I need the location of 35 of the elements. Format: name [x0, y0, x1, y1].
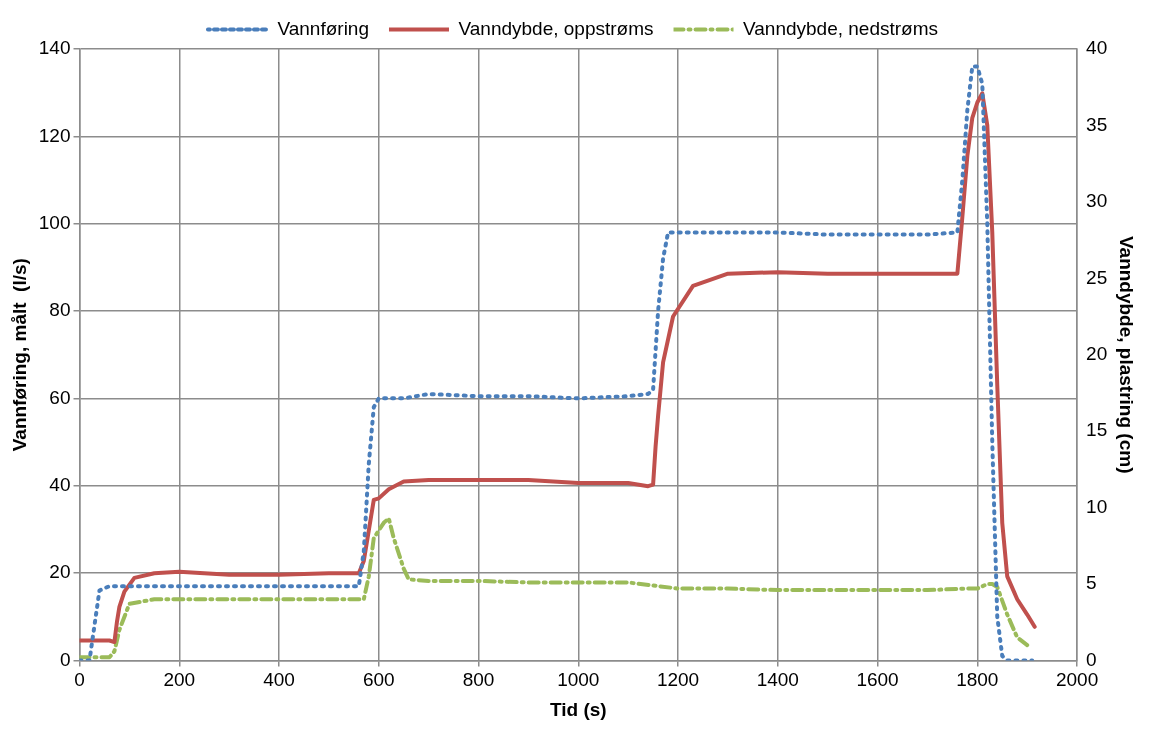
x-tick-label: 1400: [756, 669, 799, 691]
x-tick-label: 1000: [557, 669, 600, 691]
y2-tick-label: 0: [1086, 648, 1097, 670]
y-tick-label: 120: [38, 124, 71, 146]
y-tick-label: 140: [38, 37, 71, 59]
x-tick-label: 1800: [956, 669, 999, 691]
x-tick-label: 1600: [856, 669, 899, 691]
y-tick-label: 80: [49, 299, 71, 321]
y2-tick-label: 20: [1086, 342, 1108, 364]
x-tick-label: 0: [74, 669, 85, 691]
x-tick-label: 600: [362, 669, 395, 691]
legend-label: Vanndybde, oppstrøms: [458, 17, 654, 39]
y2-axis-title: Vanndybde, plastring (cm): [1116, 235, 1138, 474]
x-tick-label: 800: [462, 669, 495, 691]
x-tick-label: 400: [263, 669, 295, 691]
y2-tick-label: 35: [1086, 113, 1108, 135]
legend-label: Vanndybde, nedstrøms: [743, 17, 939, 39]
x-tick-label: 2000: [1055, 669, 1099, 691]
line-series: [79, 516, 1030, 660]
y2-tick-label: 10: [1086, 495, 1108, 517]
y2-tick-label: 40: [1086, 37, 1108, 59]
y-tick-label: 100: [38, 211, 71, 233]
y-tick-label: 40: [49, 473, 71, 495]
x-axis-title: Tid (s): [549, 698, 607, 720]
y2-tick-label: 25: [1086, 266, 1108, 288]
y-tick-label: 20: [49, 561, 71, 583]
y2-tick-label: 15: [1086, 419, 1108, 441]
y-axis-title: Vannføring, målt (l/s): [8, 258, 30, 452]
x-tick-label: 1200: [656, 669, 700, 691]
x-tick-label: 200: [163, 669, 196, 691]
y-tick-label: 60: [49, 386, 71, 408]
y2-tick-label: 5: [1086, 572, 1097, 594]
y-tick-label: 0: [59, 648, 71, 670]
legend-label: Vannføring: [277, 17, 369, 39]
y2-tick-label: 30: [1086, 190, 1108, 212]
